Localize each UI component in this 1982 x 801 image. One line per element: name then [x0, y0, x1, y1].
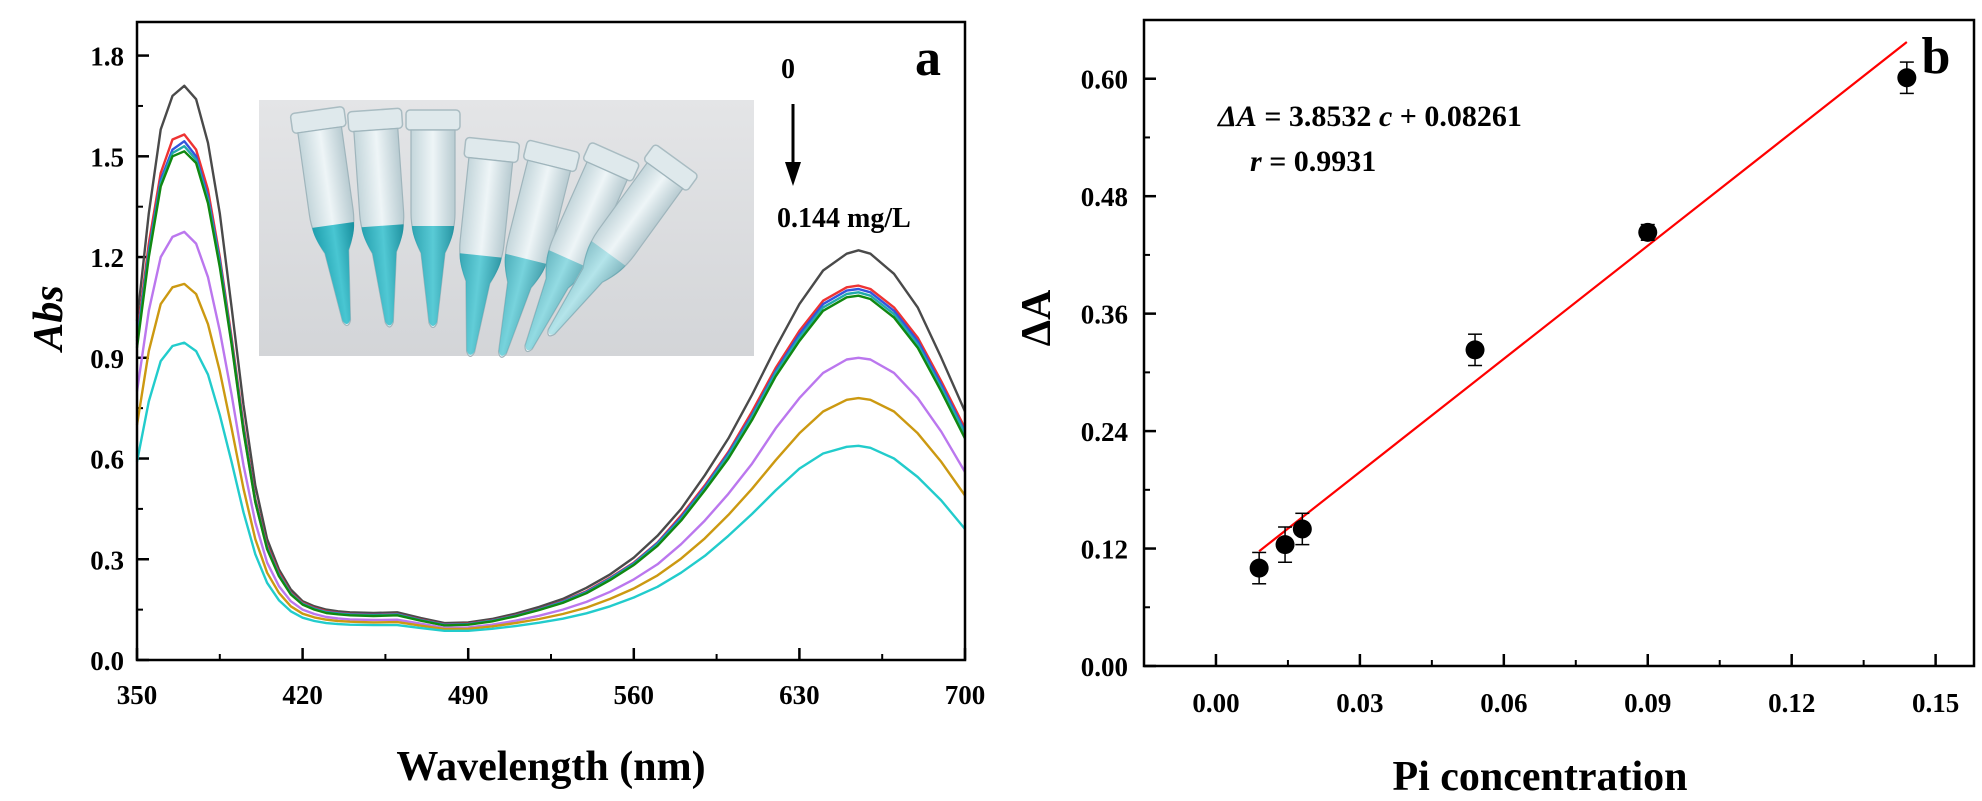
panel-a-x-tick: 560: [614, 680, 655, 710]
panel-a-frame: [135, 20, 967, 662]
panel-a-x-tick: 490: [448, 680, 489, 710]
panel-b-x-tick: 0.12: [1768, 688, 1815, 718]
panel-b-x-tick: 0.00: [1192, 688, 1239, 718]
point-marker: [1292, 519, 1312, 539]
panel-a-y-tick: 1.5: [90, 142, 124, 172]
panel-b-y-tick: 0.24: [1081, 417, 1128, 447]
panel-a-y-tick: 0.9: [90, 344, 124, 374]
panel-a-x-tick: 350: [117, 680, 158, 710]
panel-a-y-tick: 0.0: [90, 646, 124, 676]
panel-b-y-tick: 0.00: [1081, 652, 1128, 682]
panel-b-x-tick: 0.06: [1480, 688, 1527, 718]
tube-5: [497, 139, 581, 358]
spectrum-line-5: [135, 150, 967, 627]
panel-a-x-tick: 420: [282, 680, 323, 710]
panel-a-y-axis-title: Abs: [26, 285, 72, 353]
regression-line: [1258, 41, 1908, 553]
spectrum-line-8: [135, 341, 966, 632]
point-marker: [1897, 68, 1917, 88]
panel-b-y-tick: 0.48: [1081, 182, 1128, 212]
correlation-value: = 0.9931: [1269, 145, 1376, 178]
panel-a-x-tick: 700: [945, 680, 986, 710]
point-marker: [1249, 558, 1269, 578]
correlation-variable: r: [1250, 145, 1262, 178]
panel-b-x-tick-labels: 0.00 0.03 0.06 0.09 0.12 0.15: [1192, 688, 1959, 718]
panel-b-x-axis-title: Pi concentration: [1392, 754, 1687, 800]
panel-b-letter: b: [1922, 28, 1951, 85]
panel-a-y-tick: 0.6: [90, 445, 124, 475]
data-point: [1275, 526, 1295, 563]
tube-3: [405, 109, 461, 329]
spectrum-line-7: [135, 282, 966, 631]
panel-b-points: [1249, 61, 1917, 585]
point-marker: [1638, 222, 1658, 242]
tube-1: [289, 106, 355, 327]
panel-a-y-tick-labels: 0.0 0.3 0.6 0.9 1.2 1.5 1.8: [90, 42, 124, 676]
panel-a-y-tick: 1.8: [90, 42, 124, 72]
panel-b-y-tick: 0.36: [1081, 300, 1128, 330]
equation-lhs: ΔA: [1217, 100, 1257, 133]
panel-b-calibration-chart: 0.00 0.03 0.06 0.09 0.12 0.15 0.00 0.12 0.24 0.3…: [1014, 18, 1976, 800]
point-marker: [1465, 340, 1485, 360]
panel-b-ticks: [1144, 77, 1937, 668]
panel-a-spectra-chart: 350 420 490 560 630 700 0.0 0.3 0.6 0.9 1.2 1.5 1.8…: [26, 20, 986, 790]
panel-b-fit-line: [1258, 41, 1908, 553]
data-point: [1897, 61, 1917, 95]
panel-a-x-tick-labels: 350 420 490 560 630 700: [117, 680, 986, 710]
data-point: [1465, 333, 1485, 367]
annotation-end-concentration: 0.144 mg/L: [777, 203, 911, 234]
panel-a-x-axis-title: Wavelength (nm): [396, 744, 705, 790]
panel-b-x-tick: 0.03: [1336, 688, 1383, 718]
panel-b-frame: [1142, 18, 1976, 668]
panel-a-x-tick: 630: [779, 680, 820, 710]
panel-b-x-tick: 0.09: [1624, 688, 1671, 718]
inset-photo-tubes: [259, 100, 754, 358]
equation-intercept: + 0.08261: [1400, 100, 1522, 133]
panel-b-y-tick: 0.12: [1081, 535, 1128, 565]
panel-a-series: [135, 84, 967, 632]
tube-6: [524, 142, 640, 353]
spectrum-line-6: [135, 230, 967, 629]
panel-a-letter: a: [915, 30, 941, 87]
point-marker: [1275, 535, 1295, 555]
panel-b-x-tick: 0.15: [1912, 688, 1959, 718]
data-point: [1638, 222, 1658, 242]
panel-b-y-axis-title: ΔA: [1014, 289, 1060, 346]
regression-equation: ΔA = 3.8532 c + 0.08261: [1217, 100, 1522, 133]
data-point: [1249, 551, 1269, 585]
tube-7: [547, 144, 698, 337]
down-arrow-icon: [785, 104, 801, 186]
spectrum-line-1: [135, 84, 967, 625]
annotation-start-concentration: 0: [781, 54, 795, 85]
tube-2: [347, 107, 405, 328]
panel-a-y-tick: 1.2: [90, 243, 124, 273]
panel-a-y-tick: 0.3: [90, 545, 124, 575]
panel-b-y-tick: 0.60: [1081, 65, 1128, 95]
panel-b-y-tick-labels: 0.00 0.12 0.24 0.36 0.48 0.60: [1081, 65, 1128, 682]
tube-4: [459, 136, 521, 357]
equation-variable: c: [1379, 100, 1392, 133]
correlation-coefficient: r = 0.9931: [1250, 145, 1376, 178]
equation-slope: = 3.8532: [1264, 100, 1371, 133]
data-point: [1292, 512, 1312, 546]
